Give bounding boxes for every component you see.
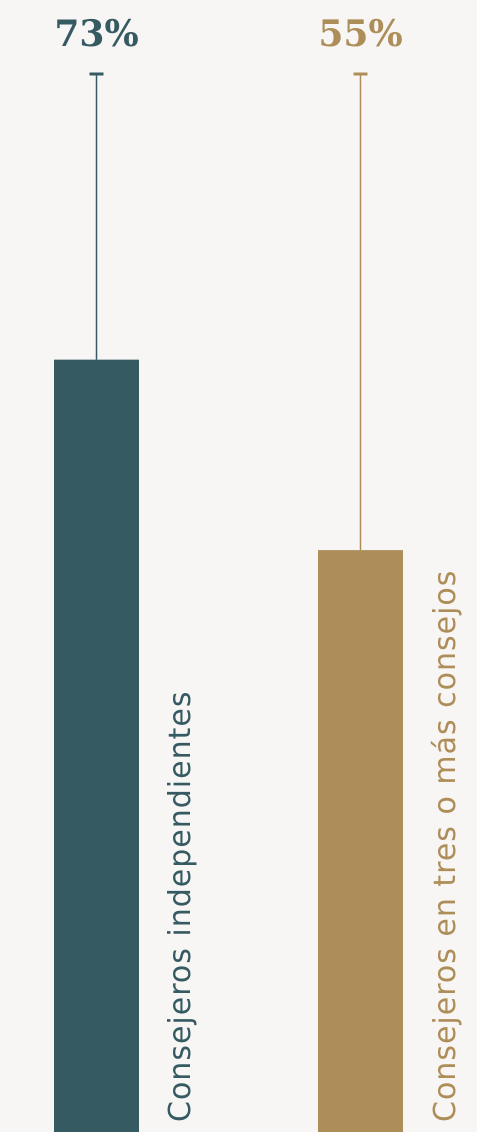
category-label: Consejeros independientes bbox=[163, 691, 198, 1122]
bar-value-label: 55% bbox=[318, 13, 402, 55]
bar-value-label: 73% bbox=[54, 13, 138, 55]
bar bbox=[54, 359, 139, 1132]
bar bbox=[318, 550, 403, 1132]
category-label: Consejeros en tres o más consejos bbox=[428, 570, 463, 1122]
